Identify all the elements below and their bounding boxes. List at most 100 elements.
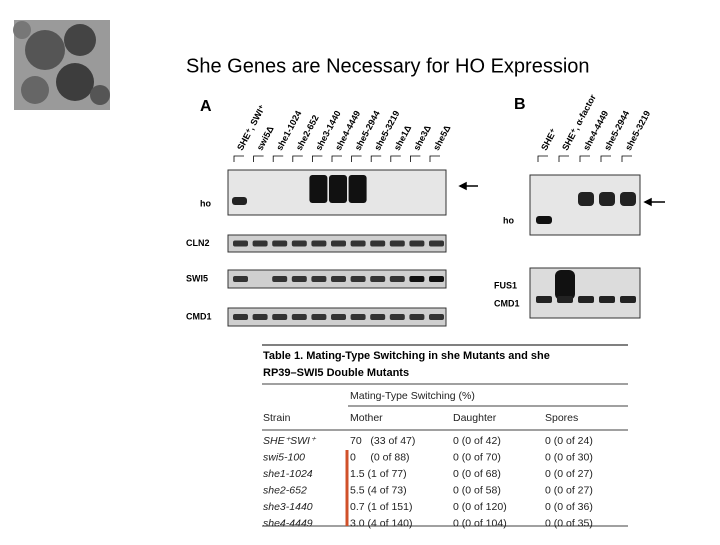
band <box>233 240 248 247</box>
band <box>578 192 594 206</box>
band <box>370 276 386 282</box>
table-cell: 0 (0 of 88) <box>350 451 410 463</box>
table-cell: 0 (0 of 68) <box>453 468 501 480</box>
table-cell: 0 (0 of 36) <box>545 501 593 513</box>
lane-tick <box>331 155 342 162</box>
table-cell: 0 (0 of 42) <box>453 435 501 447</box>
band <box>599 296 615 303</box>
band <box>311 314 327 320</box>
band <box>291 276 307 282</box>
band <box>370 314 386 320</box>
lane-tick <box>370 155 382 162</box>
lane-tick <box>558 155 569 162</box>
table-cell: 0 (0 of 27) <box>545 484 593 496</box>
band <box>429 276 444 282</box>
band <box>272 314 288 320</box>
lane-tick <box>312 155 323 162</box>
band <box>331 240 346 247</box>
lane-tick <box>600 155 611 162</box>
table-title: RP39–SWI5 Double Mutants <box>263 367 409 379</box>
lane-tick <box>537 155 548 162</box>
band <box>620 296 636 303</box>
band <box>233 276 248 282</box>
lane-tick <box>579 155 590 162</box>
band <box>389 276 405 282</box>
band <box>233 314 248 320</box>
lane-tick <box>429 155 440 162</box>
band <box>429 314 444 320</box>
band <box>232 197 247 205</box>
band <box>311 240 327 247</box>
band <box>389 314 405 320</box>
table-header: Strain <box>263 412 291 424</box>
band <box>429 240 444 247</box>
row-label: ho <box>200 198 211 208</box>
lane-tick <box>390 155 401 162</box>
band <box>311 276 327 282</box>
table-cell: 0 (0 of 58) <box>453 484 501 496</box>
slide-title: She Genes are Necessary for HO Expressio… <box>186 55 590 77</box>
band <box>309 175 328 203</box>
table-cell: 0 (0 of 70) <box>453 451 501 463</box>
band <box>409 314 425 320</box>
band <box>350 276 366 282</box>
arrows <box>458 181 665 207</box>
lane-tick <box>351 155 362 162</box>
table-cell: 0 (0 of 24) <box>545 435 593 447</box>
row-label: CLN2 <box>186 238 210 248</box>
band <box>350 314 366 320</box>
lane-tick <box>253 155 264 162</box>
table-cell: 70 (33 of 47) <box>350 435 415 447</box>
band <box>272 276 288 282</box>
row-label: ho <box>503 215 514 225</box>
lane-label: she5Δ <box>431 123 453 152</box>
lane-tick <box>621 155 632 162</box>
lane-tick <box>292 155 303 162</box>
table-cell: 0 (0 of 27) <box>545 468 593 480</box>
table-cell: 0 (0 of 104) <box>453 517 507 529</box>
panel-label: A <box>200 98 212 115</box>
band <box>252 240 268 247</box>
table-cell: she3-1440 <box>263 501 313 513</box>
band <box>331 276 346 282</box>
row-label: SWI5 <box>186 273 208 283</box>
band <box>536 296 552 303</box>
row-label: CMD1 <box>186 311 212 321</box>
band <box>599 192 615 206</box>
band <box>291 314 307 320</box>
table-header: Mother <box>350 412 383 424</box>
table-cell: she2-652 <box>263 484 307 496</box>
table-header: Daughter <box>453 412 497 424</box>
table-cell: swi5-100 <box>263 451 305 463</box>
band <box>348 175 367 203</box>
gel-blot <box>529 267 641 319</box>
table-group-header: Mating-Type Switching (%) <box>350 390 475 402</box>
band <box>331 314 346 320</box>
band <box>557 296 573 303</box>
table-cell: 3.0 (4 of 140) <box>350 517 412 529</box>
row-label: CMD1 <box>494 298 520 308</box>
table-title: Table 1. Mating-Type Switching in she Mu… <box>263 350 550 362</box>
band <box>555 270 575 300</box>
table-cell: 0 (0 of 30) <box>545 451 593 463</box>
band <box>620 192 636 206</box>
table-cell: 1.5 (1 of 77) <box>350 468 407 480</box>
table-header: Spores <box>545 412 578 424</box>
lane-label: swi5Δ <box>255 124 276 152</box>
band <box>409 240 425 247</box>
band <box>272 240 288 247</box>
lane-tick <box>410 155 421 162</box>
table-cell: 0 (0 of 35) <box>545 517 593 529</box>
band <box>536 216 552 224</box>
panel-label: B <box>514 96 526 113</box>
band <box>252 314 268 320</box>
table-cell: SHE⁺SWI⁺ <box>263 435 317 447</box>
row-label: FUS1 <box>494 280 517 290</box>
band <box>350 240 366 247</box>
table-cell: 0.7 (1 of 151) <box>350 501 412 513</box>
band <box>578 296 594 303</box>
band <box>409 276 425 282</box>
band <box>329 175 347 203</box>
